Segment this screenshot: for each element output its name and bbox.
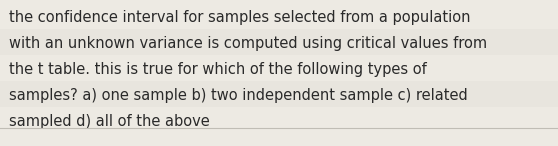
Bar — [0, 30, 558, 56]
Bar — [0, 107, 558, 133]
Bar — [0, 82, 558, 108]
Text: with an unknown variance is computed using critical values from: with an unknown variance is computed usi… — [9, 36, 487, 51]
Bar — [0, 3, 558, 29]
Bar — [0, 108, 558, 134]
Bar — [0, 4, 558, 30]
Bar — [0, 81, 558, 107]
Bar — [0, 55, 558, 81]
Bar — [0, 29, 558, 55]
Text: sampled d) all of the above: sampled d) all of the above — [9, 114, 210, 129]
Bar — [0, 56, 558, 82]
Text: the confidence interval for samples selected from a population: the confidence interval for samples sele… — [9, 10, 470, 25]
Text: samples? a) one sample b) two independent sample c) related: samples? a) one sample b) two independen… — [9, 88, 468, 103]
Text: the t table. this is true for which of the following types of: the t table. this is true for which of t… — [9, 62, 427, 77]
